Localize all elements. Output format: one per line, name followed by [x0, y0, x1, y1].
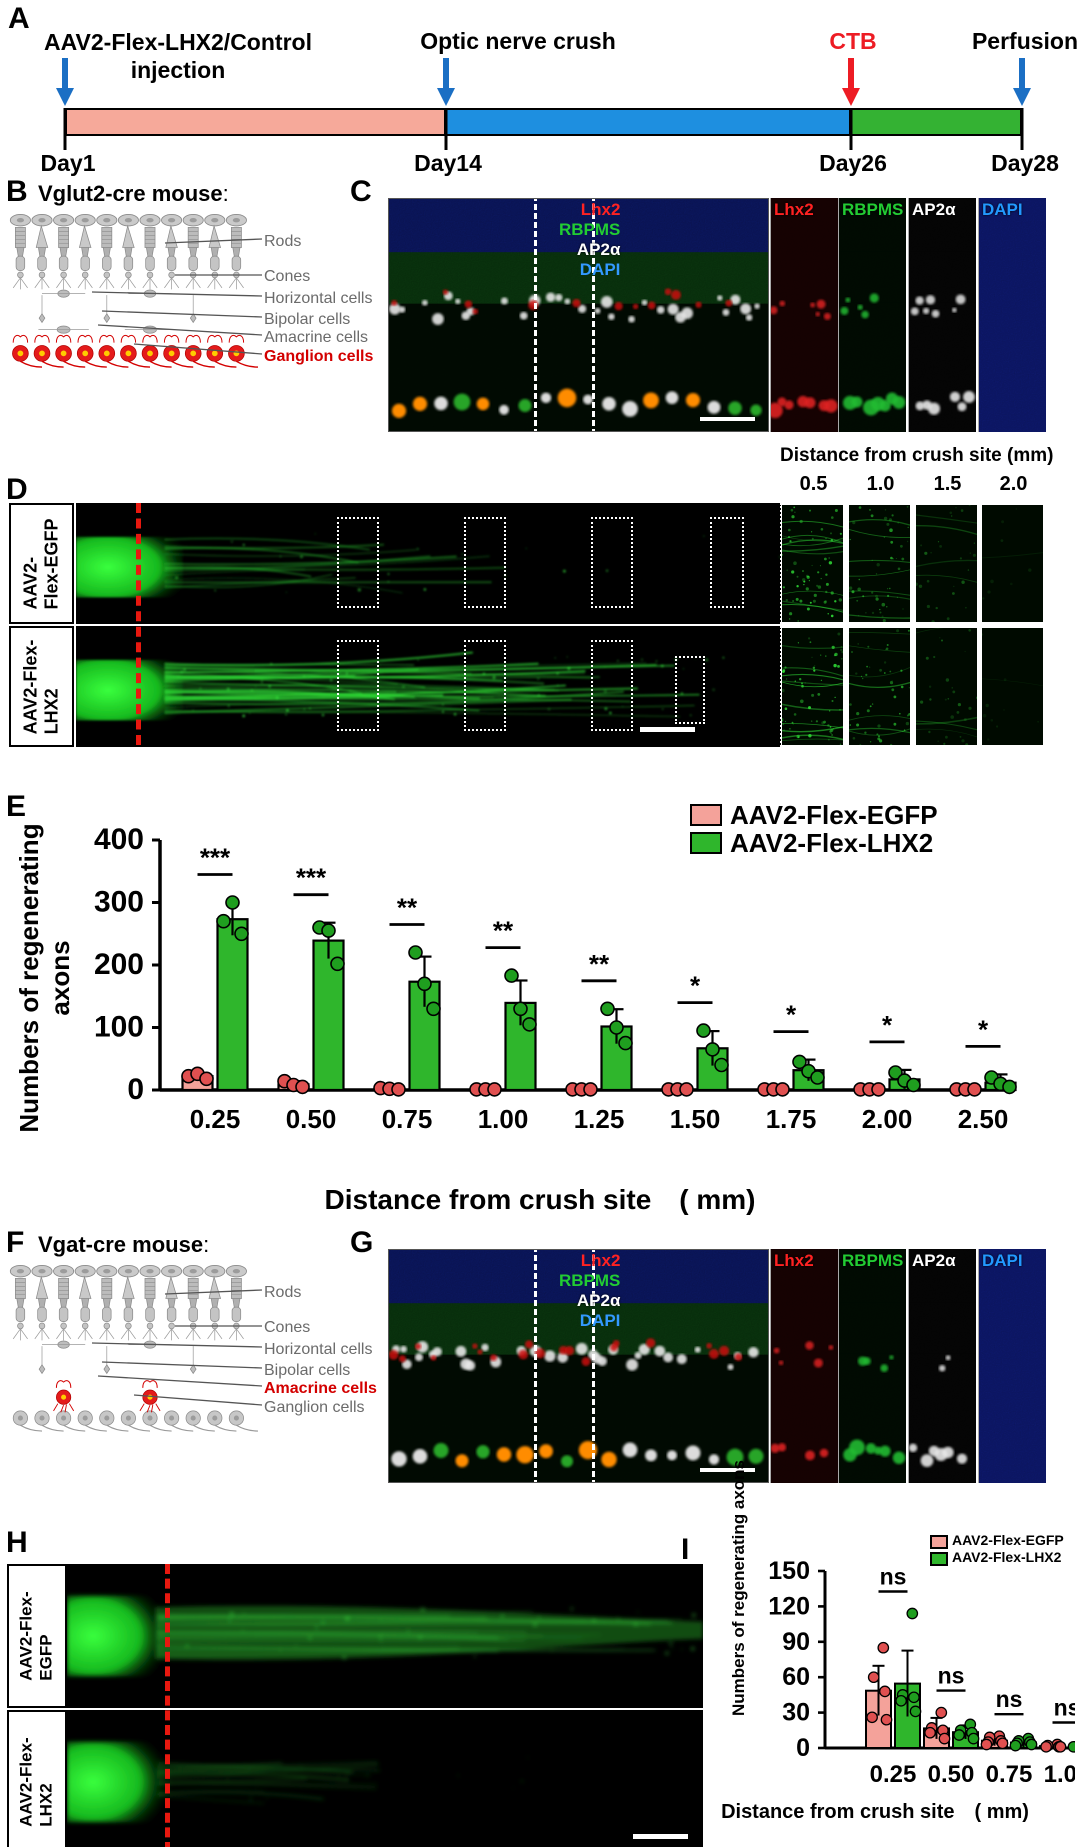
svg-text:**: ** [493, 916, 514, 946]
svg-text:90: 90 [782, 1628, 810, 1656]
svg-text:0: 0 [796, 1734, 810, 1762]
svg-text:30: 30 [782, 1699, 810, 1727]
svg-text:60: 60 [782, 1663, 810, 1691]
svg-text:1.25: 1.25 [574, 1104, 625, 1134]
svg-text:300: 300 [94, 886, 144, 919]
svg-text:0.75: 0.75 [986, 1761, 1033, 1788]
svg-text:***: *** [200, 843, 231, 873]
svg-text:2.00: 2.00 [862, 1104, 913, 1134]
svg-text:1.00: 1.00 [1044, 1761, 1075, 1788]
svg-text:200: 200 [94, 948, 144, 981]
svg-text:1.75: 1.75 [766, 1104, 817, 1134]
svg-text:ns: ns [938, 1663, 965, 1689]
svg-text:ns: ns [996, 1686, 1023, 1712]
svg-text:150: 150 [768, 1557, 810, 1585]
svg-text:*: * [786, 1000, 797, 1030]
svg-text:0.25: 0.25 [190, 1104, 241, 1134]
svg-text:*: * [690, 971, 701, 1001]
svg-text:*: * [882, 1010, 893, 1040]
svg-text:1.00: 1.00 [478, 1104, 529, 1134]
svg-text:***: *** [296, 863, 327, 893]
svg-text:0.25: 0.25 [870, 1761, 917, 1788]
svg-text:2.50: 2.50 [958, 1104, 1009, 1134]
svg-text:**: ** [397, 893, 418, 923]
svg-text:120: 120 [768, 1592, 810, 1620]
svg-text:**: ** [589, 949, 610, 979]
svg-text:0: 0 [127, 1073, 144, 1106]
svg-text:ns: ns [1054, 1695, 1075, 1721]
svg-text:0.75: 0.75 [382, 1104, 433, 1134]
svg-text:0.50: 0.50 [286, 1104, 337, 1134]
svg-text:1.50: 1.50 [670, 1104, 721, 1134]
svg-text:0.50: 0.50 [928, 1761, 975, 1788]
svg-text:100: 100 [94, 1011, 144, 1044]
svg-text:400: 400 [94, 823, 144, 856]
svg-text:*: * [978, 1014, 989, 1044]
svg-text:ns: ns [880, 1564, 907, 1590]
